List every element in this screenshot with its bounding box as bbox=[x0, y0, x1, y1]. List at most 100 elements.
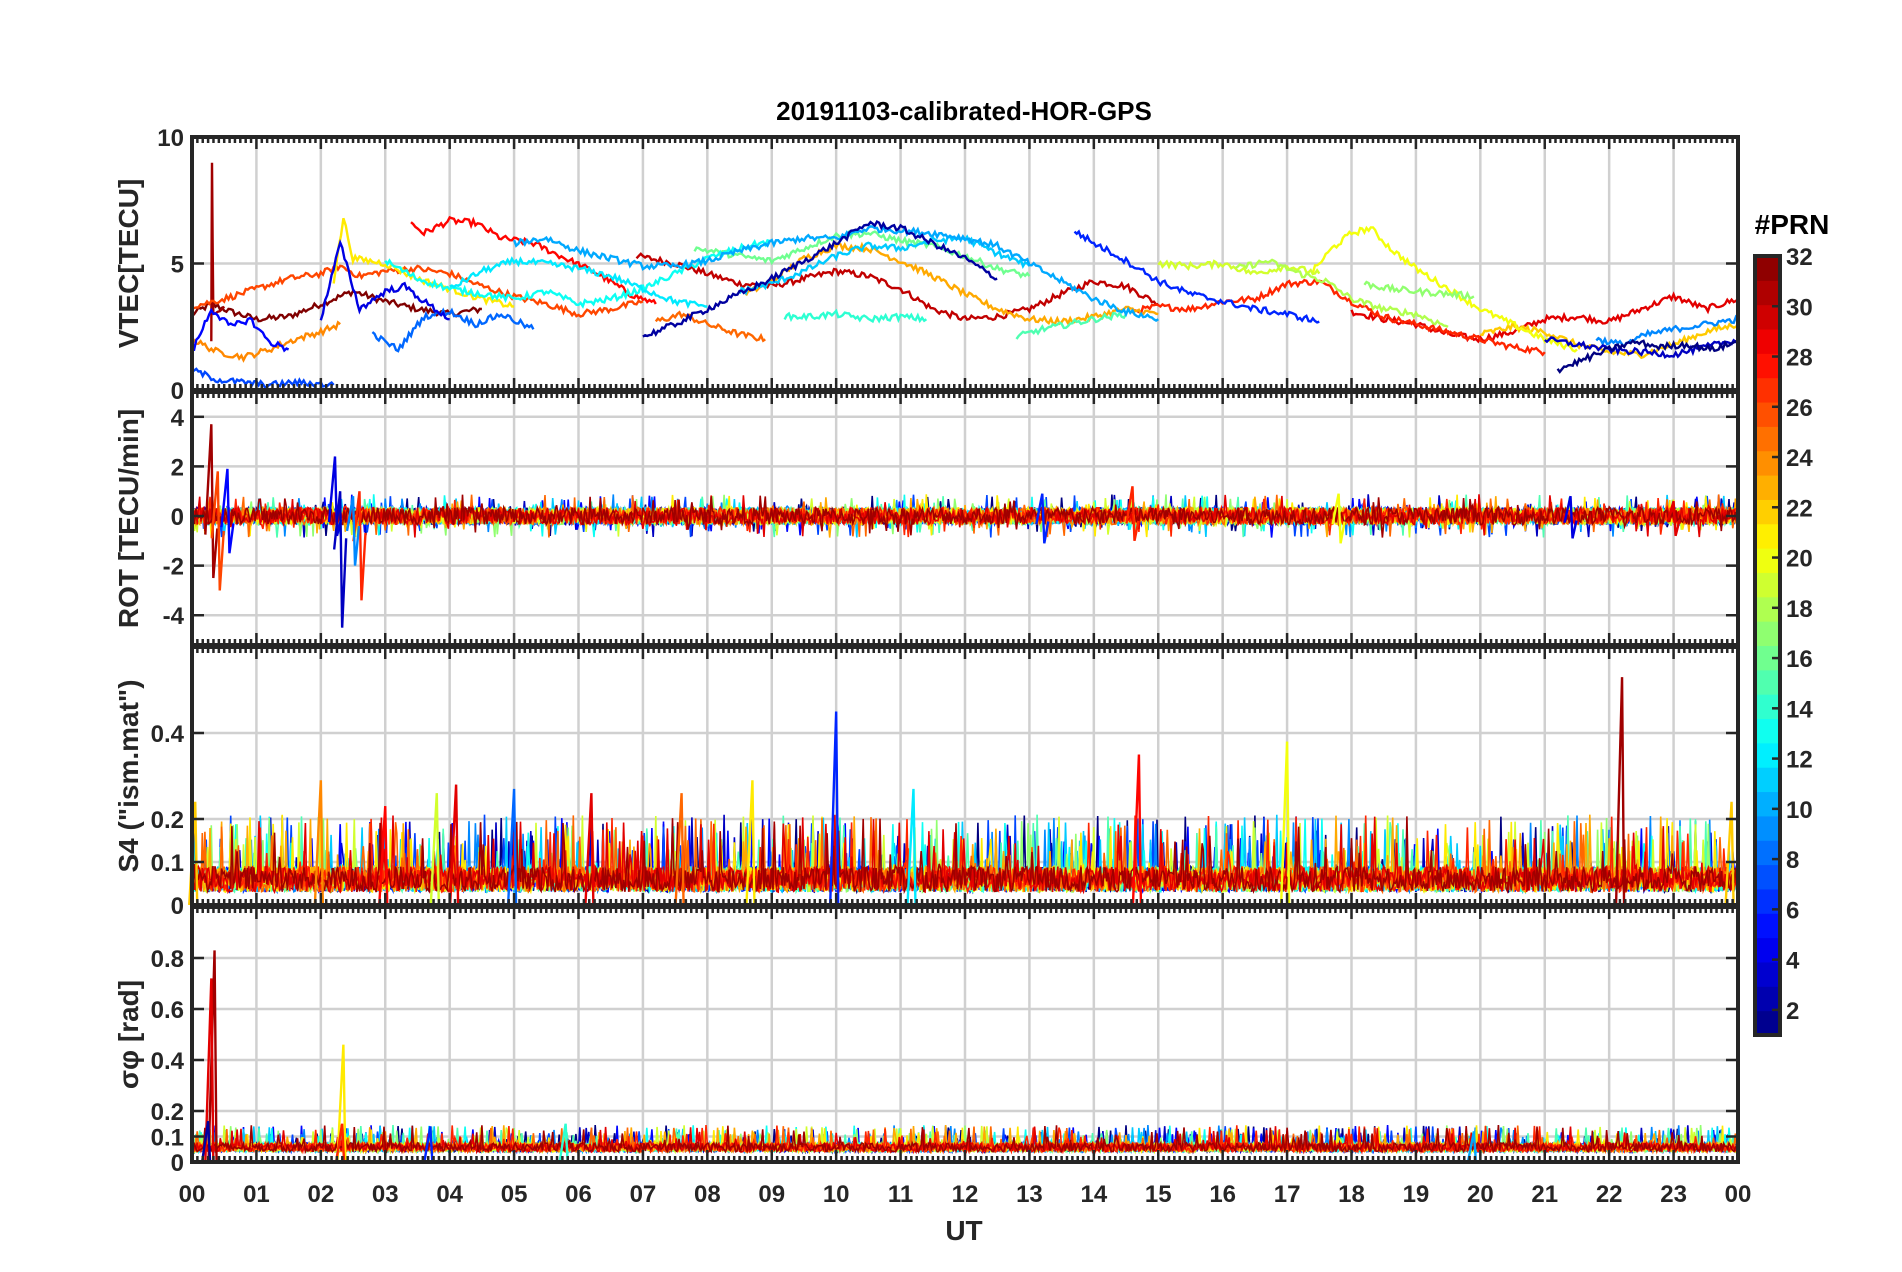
colorbar-band bbox=[1755, 256, 1780, 281]
x-tick-label: 14 bbox=[1080, 1181, 1107, 1208]
colorbar-tick-label: 16 bbox=[1786, 646, 1813, 673]
x-tick-label: 08 bbox=[694, 1181, 721, 1208]
colorbar-band bbox=[1755, 450, 1780, 476]
y-tick-label: 5 bbox=[171, 252, 184, 279]
y-tick-label: 0.8 bbox=[151, 946, 184, 973]
series-prn-8 bbox=[371, 307, 535, 353]
colorbar-tick-label: 28 bbox=[1786, 345, 1813, 372]
y-tick-label: 0 bbox=[171, 1150, 184, 1177]
series-prn-26 bbox=[191, 263, 644, 318]
spike-prn-31 bbox=[204, 424, 219, 579]
panel-vtec: 0 5 10 VTEC[TECU] bbox=[113, 125, 1740, 405]
series-prn-24 bbox=[191, 320, 341, 363]
colorbar-band bbox=[1755, 523, 1780, 549]
spike-prn-20 bbox=[1331, 493, 1346, 544]
y-tick-label: 0.2 bbox=[151, 807, 184, 834]
series-prn-25 bbox=[654, 310, 766, 343]
series-prn-10 bbox=[512, 222, 1159, 323]
colorbar-tick-label: 10 bbox=[1786, 797, 1813, 824]
x-tick-labels: 00 01 02 03 04 05 06 07 08 09 10 11 12 13 14 15 16 17 18 19… bbox=[179, 1181, 1752, 1208]
x-tick-label: 16 bbox=[1209, 1181, 1236, 1208]
x-tick-label: 18 bbox=[1338, 1181, 1365, 1208]
y-tick-label: -4 bbox=[163, 603, 185, 630]
colorbar-tick-label: 18 bbox=[1786, 596, 1813, 623]
colorbar-band bbox=[1755, 499, 1780, 525]
colorbar-tick-label: 4 bbox=[1786, 948, 1800, 975]
y-tick-label: 4 bbox=[171, 405, 185, 432]
colorbar-band bbox=[1755, 621, 1780, 646]
colorbar-tick-label: 8 bbox=[1786, 847, 1799, 874]
colorbar-frame bbox=[1753, 254, 1782, 1037]
x-axis-label: UT bbox=[945, 1215, 982, 1246]
colorbar-band bbox=[1755, 280, 1780, 306]
x-tick-label: 00 bbox=[1725, 1181, 1752, 1208]
colorbar-band bbox=[1755, 304, 1780, 330]
x-tick-label: 12 bbox=[952, 1181, 979, 1208]
series-prn-1 bbox=[1556, 338, 1739, 374]
colorbar-tick-label: 20 bbox=[1786, 546, 1813, 573]
spike-prn-6 bbox=[1035, 493, 1050, 544]
colorbar-band bbox=[1755, 377, 1780, 403]
colorbar-tick-label: 6 bbox=[1786, 897, 1799, 924]
series-prn-12 bbox=[449, 256, 708, 309]
x-tick-label: 13 bbox=[1016, 1181, 1043, 1208]
colorbar-tick-label: 26 bbox=[1786, 395, 1813, 422]
y-tick-label: 0 bbox=[171, 893, 184, 920]
panel-s4: 0 0.1 0.2 0.4 S4 ("ism.mat") bbox=[113, 645, 1740, 920]
y-axis-label-rot: ROT [TECU/min] bbox=[113, 409, 144, 628]
spike-prn-3 bbox=[332, 491, 348, 628]
colorbar-band bbox=[1755, 426, 1780, 452]
colorbar-band bbox=[1755, 572, 1780, 598]
y-tick-label: 0.2 bbox=[151, 1099, 184, 1126]
y-tick-label: 0 bbox=[171, 378, 184, 405]
colorbar-band bbox=[1755, 961, 1780, 987]
panel-data bbox=[191, 424, 1739, 628]
series-prn-32 bbox=[191, 289, 482, 323]
x-tick-label: 02 bbox=[307, 1181, 334, 1208]
x-tick-label: 05 bbox=[501, 1181, 528, 1208]
x-tick-label: 22 bbox=[1596, 1181, 1623, 1208]
y-axis-label-vtec: VTEC[TECU] bbox=[113, 179, 144, 349]
x-tick-label: 20 bbox=[1467, 1181, 1494, 1208]
colorbar-band bbox=[1755, 864, 1780, 890]
y-tick-label: 0.1 bbox=[151, 850, 184, 877]
spike-prn-26 bbox=[210, 471, 225, 591]
colorbar-band bbox=[1755, 840, 1780, 866]
series-prn-2 bbox=[642, 219, 998, 338]
panel-frame bbox=[190, 905, 1740, 1164]
x-tick-label: 19 bbox=[1403, 1181, 1430, 1208]
series-prn-4 bbox=[319, 238, 450, 321]
y-tick-label: -2 bbox=[163, 554, 184, 581]
x-tick-label: 01 bbox=[243, 1181, 270, 1208]
y-tick-label: 2 bbox=[171, 454, 184, 481]
colorbar-band bbox=[1755, 548, 1780, 573]
colorbar-band bbox=[1755, 986, 1780, 1012]
spike-prn-4 bbox=[327, 456, 343, 537]
chart-title: 20191103-calibrated-HOR-GPS bbox=[776, 96, 1152, 126]
colorbar-tick-label: 12 bbox=[1786, 747, 1813, 774]
x-tick-label: 11 bbox=[888, 1181, 913, 1208]
x-tick-label: 21 bbox=[1531, 1181, 1558, 1208]
x-tick-label: 03 bbox=[372, 1181, 399, 1208]
series-prn-19 bbox=[1157, 259, 1321, 276]
series-prn-3 bbox=[1544, 336, 1739, 359]
y-axis-label-sigma_phi: σφ [rad] bbox=[113, 980, 144, 1089]
x-tick-label: 07 bbox=[630, 1181, 657, 1208]
colorbar-tick-label: 30 bbox=[1786, 294, 1813, 321]
x-tick-label: 15 bbox=[1145, 1181, 1172, 1208]
spike-prn-4 bbox=[1563, 495, 1578, 539]
colorbar-tick-label: 24 bbox=[1786, 445, 1813, 472]
y-tick-label: 0.6 bbox=[151, 997, 184, 1024]
y-tick-label: 10 bbox=[157, 125, 184, 152]
spike-prn-27 bbox=[352, 491, 367, 601]
series-prn-20 bbox=[1311, 225, 1578, 353]
series-prn-31 bbox=[191, 494, 1739, 538]
colorbar-band bbox=[1755, 596, 1780, 622]
colorbar-band bbox=[1755, 329, 1780, 354]
x-tick-label: 10 bbox=[823, 1181, 850, 1208]
colorbar-band bbox=[1755, 913, 1780, 939]
colorbar-band bbox=[1755, 475, 1780, 500]
series-prn-6 bbox=[1073, 229, 1320, 324]
